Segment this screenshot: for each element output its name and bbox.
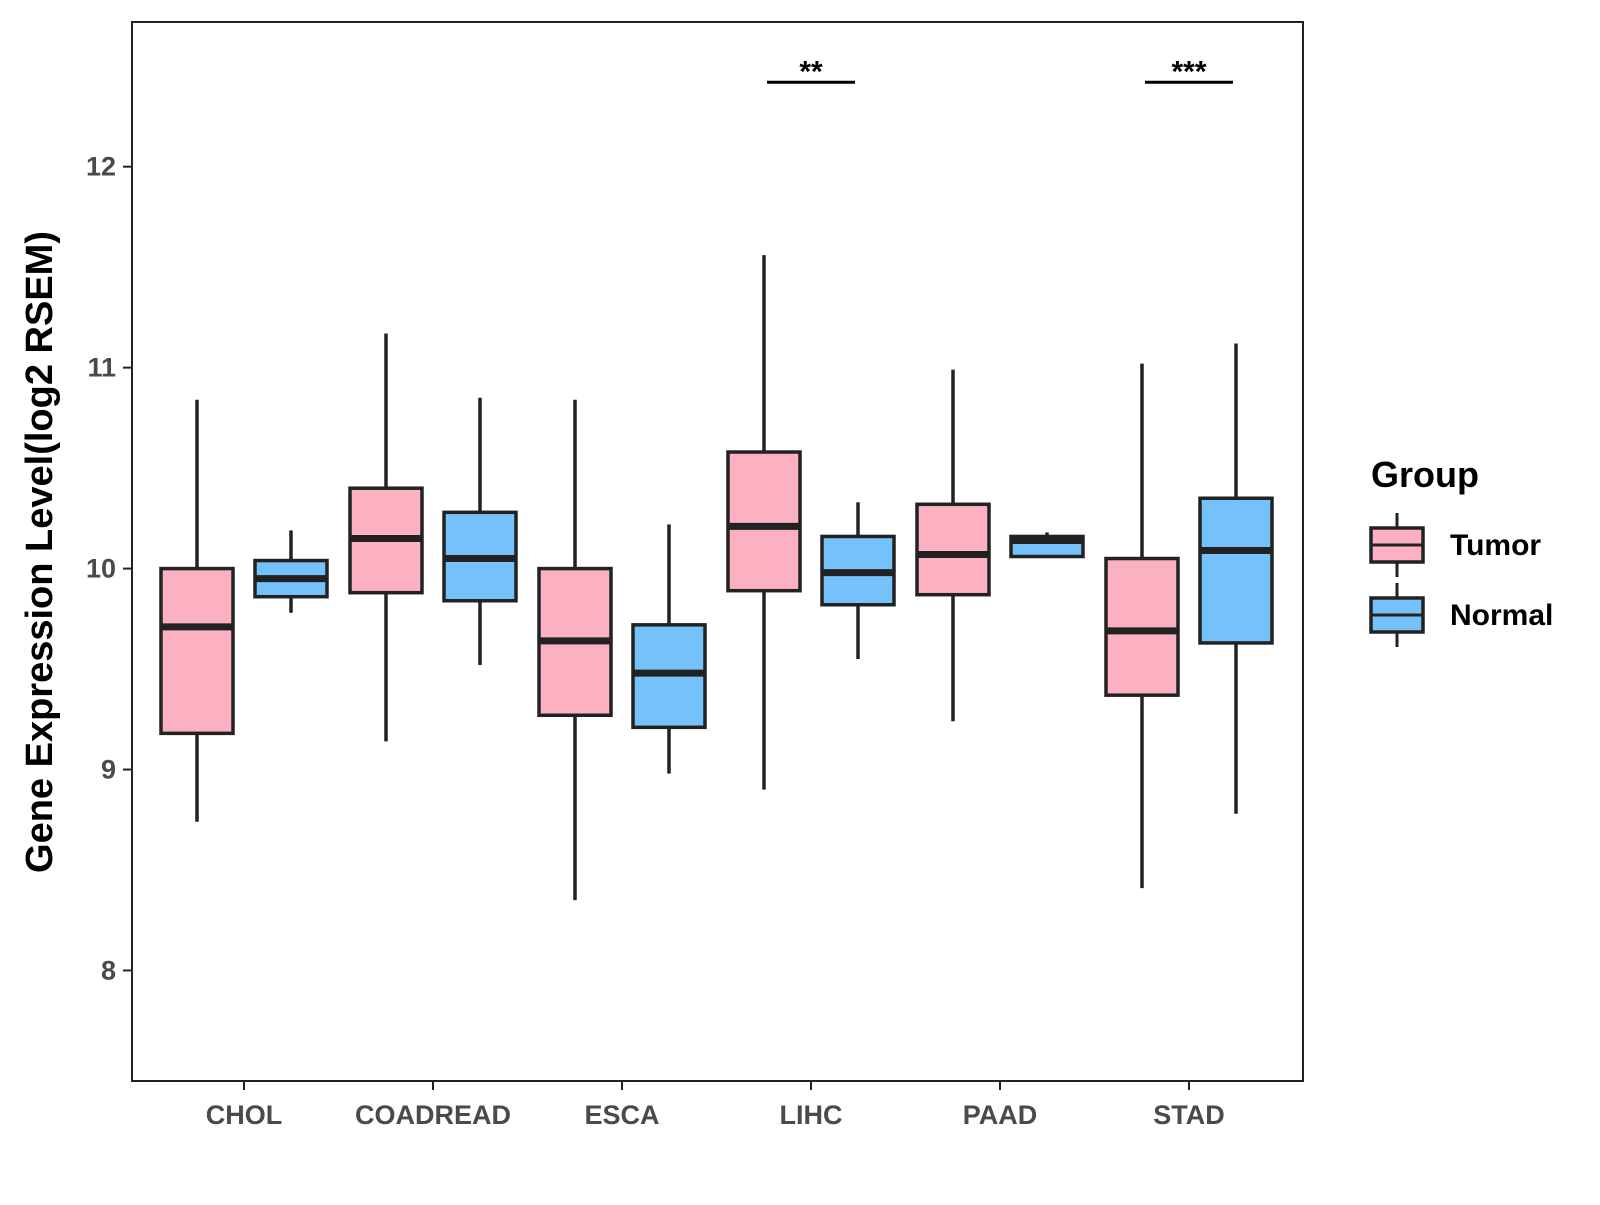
box-normal-stad [1198,343,1274,814]
box-normal-chol [253,530,329,613]
box-tumor-stad [1104,363,1180,889]
x-tick-label: CHOL [206,1100,283,1130]
box-tumor-paad [915,369,991,722]
significance-label: ** [799,55,823,88]
significance-label: *** [1171,55,1206,88]
box-normal-lihc [820,502,896,660]
legend-title: Group [1371,454,1479,495]
y-tick-label: 12 [86,152,116,182]
x-tick-label: PAAD [963,1100,1038,1130]
x-tick-label: LIHC [780,1100,843,1130]
x-tick-label: ESCA [584,1100,659,1130]
legend-key-normal [1369,583,1425,647]
box-body [159,566,235,736]
y-tick-label: 11 [87,353,116,383]
box-normal-esca [631,524,707,774]
box-tumor-coadread [348,333,424,742]
legend-key-tumor [1369,513,1425,577]
box-tumor-lihc [726,255,802,790]
box-body [726,450,802,593]
box-body [1198,496,1274,645]
box-body [915,502,991,597]
y-tick-label: 10 [86,554,116,584]
legend: Group Tumor Normal [1369,454,1553,647]
box-tumor-chol [159,399,235,822]
y-tick-label: 9 [101,755,116,785]
box-normal-paad [1009,532,1085,559]
y-tick-label: 8 [101,955,116,985]
box-tumor-esca [537,399,613,901]
legend-label-tumor: Tumor [1450,529,1541,562]
box-normal-coadread [442,397,518,666]
box-body [1104,556,1180,697]
legend-label-normal: Normal [1450,599,1553,632]
x-tick-label: COADREAD [355,1100,511,1130]
x-tick-label: STAD [1153,1100,1225,1130]
plot-panel-border [131,21,1304,1082]
y-axis-title: Gene Expression Level(log2 RSEM) [19,231,61,873]
